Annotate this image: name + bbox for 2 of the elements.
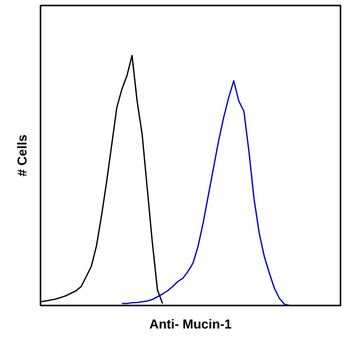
x-axis-title: Anti- Mucin-1 bbox=[149, 316, 232, 332]
y-axis-title: # Cells bbox=[14, 134, 30, 176]
